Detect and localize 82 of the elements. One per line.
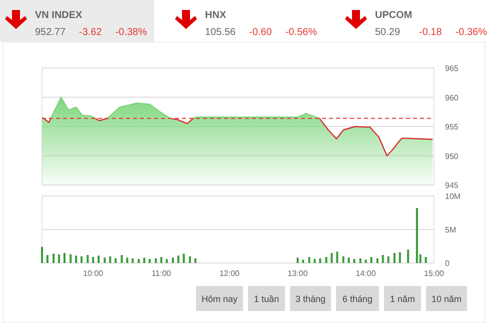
y-tick-label: 960 <box>445 93 459 102</box>
bar <box>70 254 72 263</box>
text: 952.77 <box>35 27 66 38</box>
y-tick-label: 950 <box>445 152 459 161</box>
bar <box>308 256 310 263</box>
bar <box>114 258 117 263</box>
text: -0.18 <box>419 27 442 38</box>
text: -0.56% <box>285 27 318 38</box>
x-tick-label: 15:00 <box>424 269 445 278</box>
text: VN INDEX <box>35 10 83 21</box>
y-tick-label: 0 <box>445 259 450 268</box>
bar <box>302 260 304 263</box>
bar <box>382 254 384 263</box>
bar <box>319 258 322 263</box>
text: -0.36% <box>455 27 488 38</box>
bar <box>342 256 344 263</box>
x-tick-label: 12:00 <box>219 269 240 278</box>
bar <box>41 246 43 263</box>
bar <box>387 256 390 263</box>
bar <box>336 252 338 263</box>
text: -0.38% <box>115 27 148 38</box>
x-tick-label: 13:00 <box>288 269 308 278</box>
bar <box>166 258 168 263</box>
text: -3.62 <box>79 27 102 38</box>
y-tick-label: 945 <box>445 181 459 190</box>
bar <box>52 254 55 263</box>
x-tick-label: 14:00 <box>356 269 376 278</box>
text: Hôm nay <box>201 294 238 304</box>
bar <box>132 258 134 263</box>
bar <box>296 258 299 263</box>
x-tick-label: 11:00 <box>152 269 172 278</box>
y-tick-label: 5M <box>445 226 456 234</box>
bar <box>120 254 123 263</box>
bar <box>92 256 94 263</box>
bar <box>143 258 146 263</box>
bar <box>359 258 362 263</box>
bar <box>348 258 350 263</box>
bar <box>376 258 378 263</box>
y-tick-label: 965 <box>445 64 459 73</box>
bar <box>58 254 60 263</box>
bar <box>126 258 128 263</box>
bar <box>46 254 48 263</box>
bar <box>160 256 162 263</box>
bar <box>364 260 367 263</box>
bar <box>172 258 174 263</box>
text: 105.56 <box>205 27 236 38</box>
bar <box>398 252 401 263</box>
y-tick-label: 955 <box>445 122 459 132</box>
bar <box>393 252 396 263</box>
text: 10 năm <box>431 294 462 304</box>
text: 1 năm <box>390 294 416 304</box>
bar <box>407 250 410 263</box>
bar <box>154 258 157 263</box>
x-tick-label: 10:00 <box>83 269 104 278</box>
bar <box>104 258 106 263</box>
bar <box>416 208 418 263</box>
bar <box>75 256 78 263</box>
text: 1 tuần <box>254 294 280 304</box>
bar <box>177 256 180 263</box>
bar <box>109 256 112 263</box>
bar <box>353 258 356 263</box>
bar <box>330 252 333 263</box>
text: UPCOM <box>375 10 412 21</box>
y-tick-label: 10M <box>445 192 461 201</box>
text: 3 tháng <box>295 294 326 304</box>
bar <box>182 254 185 263</box>
text: 6 tháng <box>342 294 373 304</box>
bar <box>80 256 83 263</box>
bar <box>325 256 328 263</box>
bar <box>98 256 100 263</box>
text: HNX <box>205 10 226 21</box>
bar <box>314 258 316 263</box>
bar <box>194 258 196 263</box>
text: 50.29 <box>375 27 400 38</box>
bar <box>424 256 427 263</box>
text: -0.60 <box>249 27 272 38</box>
bar <box>63 252 66 263</box>
bar <box>148 258 151 263</box>
bar <box>86 254 89 263</box>
bar <box>370 256 372 263</box>
bar <box>188 256 191 263</box>
bar <box>138 258 140 263</box>
